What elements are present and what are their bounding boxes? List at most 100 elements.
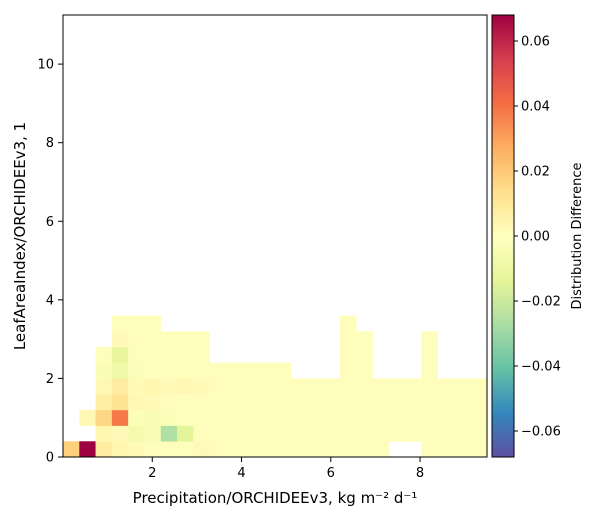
heatmap-cell <box>421 409 438 426</box>
heatmap-cell <box>356 394 373 411</box>
heatmap-cell <box>274 362 292 379</box>
heatmap-cell <box>258 425 276 442</box>
heatmap-cell <box>111 346 129 364</box>
heatmap-cell <box>339 315 357 332</box>
heatmap-cell <box>470 425 487 442</box>
heatmap-cell <box>242 378 259 395</box>
heatmap-cell <box>95 425 113 442</box>
heatmap-cell <box>388 425 406 442</box>
heatmap-cell <box>144 378 162 395</box>
heatmap-cell <box>339 441 357 458</box>
heatmap-cell <box>128 394 145 411</box>
x-tick-label: 6 <box>327 466 335 481</box>
y-tick-label: 0 <box>46 451 54 466</box>
heatmap-cell <box>356 425 373 442</box>
heatmap-cell <box>160 331 178 348</box>
heatmap-cell <box>209 394 227 411</box>
heatmap-cell <box>339 425 357 442</box>
heatmap-cell <box>209 378 227 395</box>
heatmap-cell <box>128 441 145 458</box>
heatmap-cell <box>111 409 129 426</box>
heatmap-cell <box>307 394 324 411</box>
heatmap-cell <box>209 425 227 442</box>
heatmap-cell <box>421 331 438 348</box>
heatmap-cell <box>453 378 471 395</box>
heatmap-cell <box>242 362 259 379</box>
heatmap-cell <box>193 331 210 348</box>
heatmap-cell <box>225 425 243 442</box>
heatmap-cell <box>111 378 129 395</box>
heatmap-cell <box>274 378 292 395</box>
heatmap-cell <box>160 362 178 379</box>
heatmap-cell <box>193 394 210 411</box>
heatmap-cell <box>177 362 194 379</box>
heatmap-cell <box>388 394 406 411</box>
heatmap-cell <box>95 441 113 458</box>
heatmap-cell <box>356 362 373 379</box>
colorbar-tick-label: 0.02 <box>521 165 550 180</box>
heatmap-cell <box>193 425 210 442</box>
heatmap-cell <box>356 441 373 458</box>
heatmap-cell <box>111 441 129 458</box>
heatmap-cell <box>323 394 341 411</box>
heatmap-cell <box>242 441 259 458</box>
heatmap-cell <box>79 441 96 458</box>
heatmap-cell <box>258 441 276 458</box>
y-tick-label: 10 <box>37 58 54 73</box>
heatmap-cell <box>291 441 308 458</box>
heatmap-cell <box>421 346 438 364</box>
heatmap-cell <box>437 441 455 458</box>
heatmap-cell <box>193 409 210 426</box>
heatmap-cell <box>307 425 324 442</box>
y-tick-label: 8 <box>46 136 54 151</box>
heatmap-cell <box>372 409 390 426</box>
y-tick-label: 4 <box>46 293 54 308</box>
heatmap-cell <box>111 362 129 379</box>
heatmap-cell <box>160 394 178 411</box>
heatmap-cell <box>258 409 276 426</box>
heatmap-cell <box>177 409 194 426</box>
heatmap-cell <box>144 394 162 411</box>
colorbar-tick-label: −0.04 <box>521 360 561 375</box>
x-axis-ticks: 2 4 6 8 <box>148 457 424 481</box>
heatmap-cell <box>160 378 178 395</box>
heatmap-cell <box>291 394 308 411</box>
heatmap-cell <box>453 409 471 426</box>
heatmap-cell <box>111 315 129 332</box>
heatmap-cell <box>421 441 438 458</box>
heatmap-cell <box>437 409 455 426</box>
heatmap-cell <box>144 346 162 364</box>
heatmap-cell <box>225 409 243 426</box>
heatmap-cells <box>63 315 488 458</box>
heatmap-cell <box>242 409 259 426</box>
colorbar-label: Distribution Difference <box>570 163 585 310</box>
heatmap-cell <box>339 346 357 364</box>
heatmap-cell <box>339 409 357 426</box>
x-tick-label: 2 <box>148 466 156 481</box>
heatmap-cell <box>128 315 145 332</box>
heatmap-cell <box>95 362 113 379</box>
heatmap-cell <box>128 362 145 379</box>
heatmap-cell <box>111 394 129 411</box>
heatmap-cell <box>405 409 422 426</box>
heatmap-cell <box>323 425 341 442</box>
heatmap-cell <box>372 394 390 411</box>
y-tick-label: 2 <box>46 372 54 387</box>
heatmap-cell <box>209 441 227 458</box>
heatmap-cell <box>339 378 357 395</box>
heatmap-cell <box>177 331 194 348</box>
heatmap-cell <box>437 394 455 411</box>
heatmap-cell <box>128 378 145 395</box>
heatmap-cell <box>95 394 113 411</box>
heatmap-cell <box>356 378 373 395</box>
heatmap-cell <box>372 378 390 395</box>
heatmap-cell <box>144 409 162 426</box>
heatmap-cell <box>63 441 80 458</box>
colorbar-tick-label: −0.06 <box>521 425 561 440</box>
heatmap-cell <box>323 441 341 458</box>
heatmap-cell <box>144 425 162 442</box>
heatmap-cell <box>242 425 259 442</box>
heatmap-cell <box>470 394 487 411</box>
heatmap-cell <box>274 394 292 411</box>
